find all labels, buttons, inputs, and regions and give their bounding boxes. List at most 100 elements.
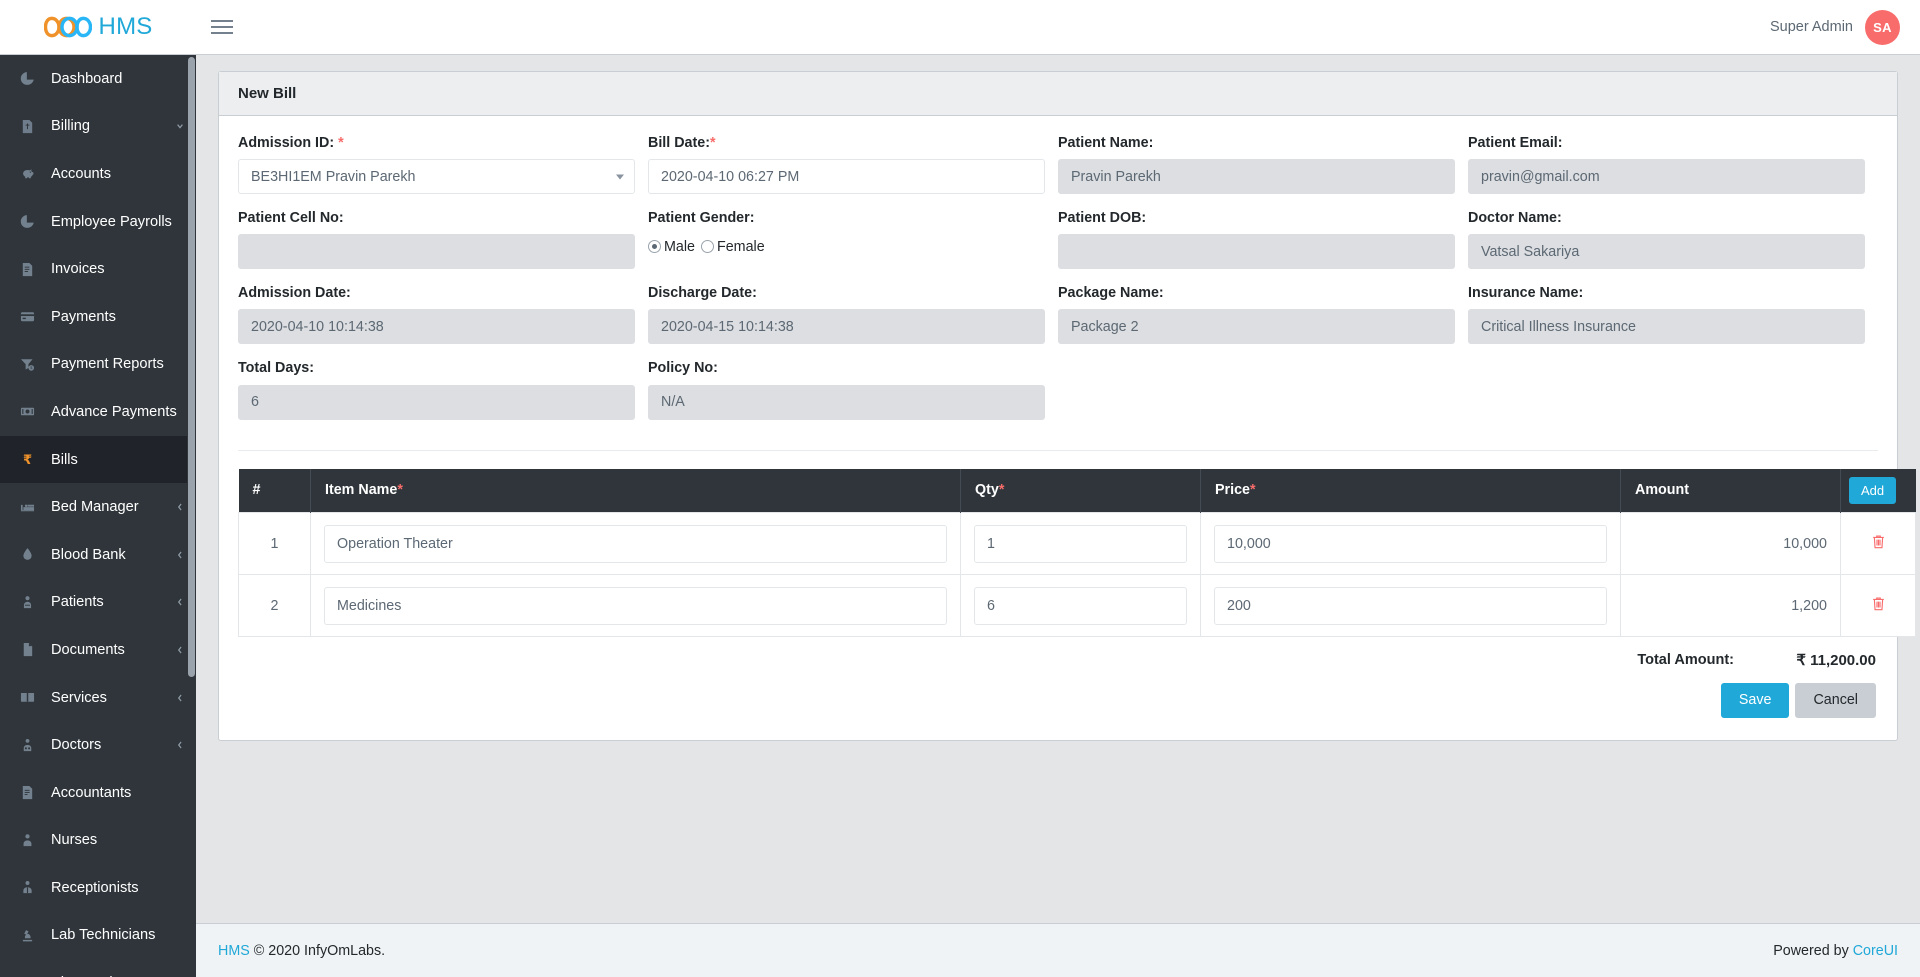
save-button[interactable]: Save (1720, 683, 1790, 718)
sidebar-item-billing[interactable]: Billing (0, 103, 196, 151)
table-row: 1 Operation Theater 1 10,000 10,000 (238, 512, 1916, 576)
form-row-1: Admission ID: * BE3HI1EM Pravin Parekh B… (238, 135, 1878, 210)
form-spacer-2 (1468, 360, 1878, 435)
radio-female-dot[interactable] (701, 240, 714, 254)
doctor-name-label: Doctor Name: (1468, 210, 1562, 227)
field-patient-name: Patient Name: Pravin Parekh (1058, 135, 1468, 210)
radio-male-dot[interactable] (648, 240, 661, 254)
brand-logo[interactable]: HMS (0, 0, 196, 54)
footer-left: HMS © 2020 InfyOmLabs. (218, 943, 385, 959)
price-input[interactable]: 200 (1214, 586, 1607, 625)
funnel-money-icon: $ (20, 357, 51, 372)
sidebar-item-label: Patients (51, 594, 104, 611)
chevron-left-icon[interactable] (176, 740, 184, 750)
bed-icon (20, 500, 51, 515)
patient-dob-label: Patient DOB: (1058, 210, 1147, 227)
avatar[interactable]: SA (1865, 9, 1900, 45)
qty-input[interactable]: 1 (974, 524, 1187, 563)
bill-date-input[interactable]: 2020-04-10 06:27 PM (648, 159, 1045, 195)
total-amount-row: Total Amount: ₹ 11,200.00 (238, 651, 1878, 669)
total-days-value: 6 (251, 394, 259, 411)
field-package-name: Package Name: Package 2 (1058, 285, 1468, 360)
piggy-bank-icon (20, 166, 51, 181)
cancel-button[interactable]: Cancel (1795, 683, 1876, 718)
sidebar-item-documents[interactable]: Documents (0, 626, 196, 674)
hamburger-menu-icon[interactable] (196, 0, 248, 54)
footer-right: Powered by CoreUI (1773, 943, 1898, 959)
sidebar-item-services[interactable]: Services (0, 674, 196, 722)
chevron-left-icon[interactable] (176, 550, 184, 560)
sidebar-item-nurses[interactable]: Nurses (0, 817, 196, 865)
chevron-left-icon[interactable] (176, 502, 184, 512)
footer-brand-link[interactable]: HMS (218, 942, 250, 959)
sidebar-item-pharmacists[interactable]: RxPharmacists (0, 959, 196, 977)
chevron-down-icon[interactable] (176, 121, 184, 131)
col-price: Price* (1200, 468, 1621, 513)
discharge-date-input: 2020-04-15 10:14:38 (648, 309, 1045, 345)
policy-no-value: N/A (661, 394, 685, 411)
qty-input[interactable]: 6 (974, 586, 1187, 625)
chevron-left-icon[interactable] (176, 645, 184, 655)
sidebar-item-accountants[interactable]: Accountants (0, 769, 196, 817)
chevron-left-icon[interactable] (176, 597, 184, 607)
sidebar-item-doctors[interactable]: Doctors (0, 721, 196, 769)
coreui-link[interactable]: CoreUI (1852, 942, 1898, 959)
sidebar-scrollbar-thumb[interactable] (188, 57, 195, 677)
field-doctor-name: Doctor Name: Vatsal Sakariya (1468, 210, 1878, 285)
field-admission-date: Admission Date: 2020-04-10 10:14:38 (238, 285, 648, 360)
item-name-input[interactable]: Operation Theater (324, 524, 947, 563)
sidebar-item-blood-bank[interactable]: Blood Bank (0, 531, 196, 579)
app-header: HMS Super Admin SA (0, 0, 1920, 55)
sidebar-item-label: Lab Technicians (51, 927, 156, 944)
brand-text: HMS (98, 13, 153, 40)
sidebar-item-patients[interactable]: Patients (0, 579, 196, 627)
sidebar-item-payments[interactable]: Payments (0, 293, 196, 341)
price-input[interactable]: 10,000 (1214, 524, 1607, 563)
sidebar-item-bills[interactable]: ₹ Bills (0, 435, 196, 484)
field-patient-cell: Patient Cell No: (238, 210, 648, 285)
sidebar-nav[interactable]: Dashboard Billing Accounts Employee Payroll… (0, 55, 196, 977)
sidebar-item-lab-technicians[interactable]: Lab Technicians (0, 912, 196, 960)
admission-id-select[interactable]: BE3HI1EM Pravin Parekh (238, 159, 635, 195)
add-row-button[interactable]: Add (1849, 476, 1897, 505)
cell-amount: 1,200 (1620, 574, 1841, 638)
sidebar-item-payment-reports[interactable]: $ Payment Reports (0, 341, 196, 389)
svg-text:₹: ₹ (23, 453, 32, 467)
chevron-left-icon[interactable] (176, 693, 184, 703)
col-item-name: Item Name* (310, 468, 961, 513)
sidebar-item-label: Blood Bank (51, 546, 126, 563)
sidebar-item-invoices[interactable]: Invoices (0, 245, 196, 293)
form-row-4: Total Days: 6 Policy No: N/A (238, 360, 1878, 435)
field-policy-no: Policy No: N/A (648, 360, 1058, 435)
sidebar-item-accounts[interactable]: Accounts (0, 150, 196, 198)
invoice-icon (20, 262, 51, 277)
sidebar-item-label: Accountants (51, 784, 132, 801)
sidebar-item-dashboard[interactable]: Dashboard (0, 55, 196, 103)
delete-row-icon[interactable] (1871, 596, 1886, 612)
total-days-label: Total Days: (238, 360, 315, 377)
item-name-input[interactable]: Medicines (324, 586, 947, 625)
gender-radio-group[interactable]: Male Female (648, 234, 1045, 256)
admission-date-input: 2020-04-10 10:14:38 (238, 309, 635, 345)
sidebar-item-label: Employee Payrolls (51, 213, 172, 230)
patient-name-label: Patient Name: (1058, 135, 1154, 151)
radio-male[interactable]: Male (648, 239, 695, 255)
col-amount: Amount (1620, 468, 1841, 513)
cell-actions (1840, 574, 1916, 638)
chevron-down-icon[interactable] (616, 174, 624, 180)
radio-female[interactable]: Female (701, 239, 765, 255)
patient-cell-label: Patient Cell No: (238, 210, 344, 227)
sidebar-item-advance-payments[interactable]: Advance Payments (0, 388, 196, 436)
footer-copyright: © 2020 InfyOmLabs. (253, 942, 386, 959)
delete-row-icon[interactable] (1871, 534, 1886, 550)
sidebar-item-label: Documents (51, 641, 125, 658)
admission-date-value: 2020-04-10 10:14:38 (251, 318, 384, 335)
sidebar-item-bed-manager[interactable]: Bed Manager (0, 483, 196, 531)
sidebar-scrollbar-track[interactable] (187, 55, 196, 977)
sidebar-item-receptionists[interactable]: Receptionists (0, 864, 196, 912)
sidebar-item-employee-payrolls[interactable]: Employee Payrolls (0, 198, 196, 246)
doctor-icon (20, 738, 51, 753)
sidebar-item-label: Services (51, 689, 107, 706)
admission-id-value: BE3HI1EM Pravin Parekh (251, 168, 416, 185)
bill-date-value: 2020-04-10 06:27 PM (661, 168, 800, 185)
